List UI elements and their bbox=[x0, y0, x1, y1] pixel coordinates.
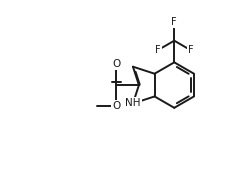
Text: F: F bbox=[171, 17, 177, 27]
Text: F: F bbox=[188, 45, 193, 55]
Text: O: O bbox=[112, 101, 121, 111]
Text: F: F bbox=[155, 45, 161, 55]
Text: O: O bbox=[112, 59, 121, 69]
Text: NH: NH bbox=[125, 98, 141, 109]
